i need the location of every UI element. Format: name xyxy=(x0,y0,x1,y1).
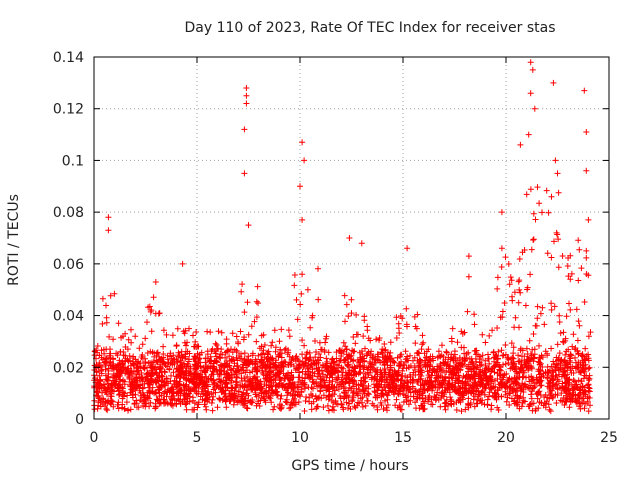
y-tick-label: 0.1 xyxy=(62,153,84,169)
grid xyxy=(94,57,609,419)
x-tick-label: 25 xyxy=(600,430,618,446)
axis-ticks xyxy=(93,56,610,420)
plot-frame xyxy=(93,56,610,420)
x-tick-label: 5 xyxy=(193,430,202,446)
y-axis-title: ROTI / TECUs xyxy=(6,194,22,286)
x-tick-label: 10 xyxy=(291,430,309,446)
tick-labels: 0 5 10 15 20 25 0 0.02 0.04 0.06 0.08 0.1 0.12 0.14 xyxy=(53,50,618,446)
y-tick-label: 0 xyxy=(75,412,84,428)
y-tick-label: 0.12 xyxy=(53,102,84,118)
y-tick-label: 0.14 xyxy=(53,50,84,66)
y-tick-label: 0.06 xyxy=(53,257,84,273)
x-axis-title: GPS time / hours xyxy=(291,458,408,474)
x-tick-label: 0 xyxy=(90,430,99,446)
y-tick-label: 0.08 xyxy=(53,205,84,221)
x-tick-label: 20 xyxy=(497,430,515,446)
x-tick-label: 15 xyxy=(394,430,412,446)
y-tick-label: 0.04 xyxy=(53,309,84,325)
y-tick-label: 0.02 xyxy=(53,360,84,376)
chart-title: Day 110 of 2023, Rate Of TEC Index for r… xyxy=(184,20,555,36)
